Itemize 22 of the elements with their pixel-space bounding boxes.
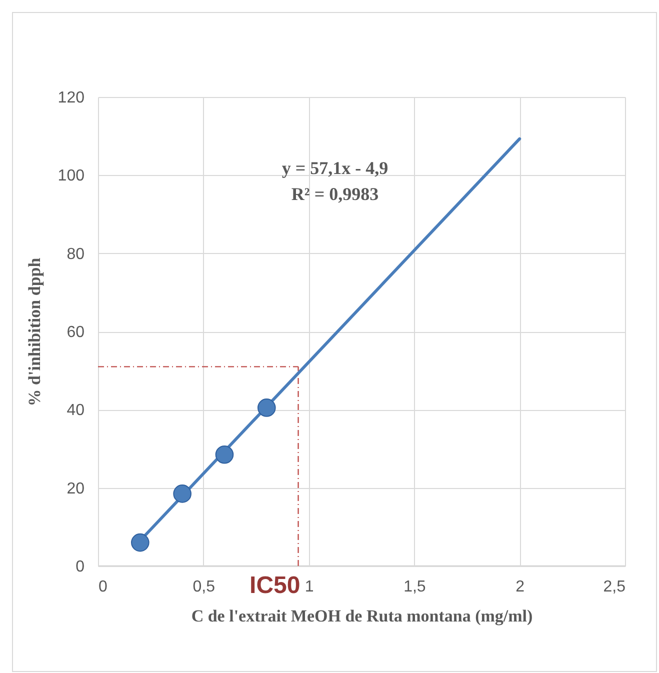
- x-tick-label: 0,5: [192, 578, 216, 596]
- point: [215, 445, 234, 464]
- point: [131, 533, 150, 552]
- x-tick-label: 1,5: [404, 578, 426, 596]
- point: [173, 484, 192, 503]
- x-tick-label: 2,5: [603, 578, 626, 596]
- y-tick-label: 60: [66, 324, 85, 341]
- y-tick-label: 20: [66, 480, 85, 498]
- y-tick-label: 40: [66, 402, 85, 420]
- x-tick-label: 1: [304, 578, 314, 596]
- x-tick-label: 0: [98, 578, 108, 596]
- y-axis-title: % d'inhibition dpph: [24, 257, 44, 406]
- ref-line-label: IC50: [250, 572, 300, 599]
- x-axis-title: C de l'extrait MeOH de Ruta montana (mg/ml): [191, 606, 533, 626]
- y-tick-label: 80: [66, 246, 85, 263]
- y-tick-label: 120: [58, 90, 85, 106]
- point: [257, 398, 276, 417]
- x-tick-label: 2: [516, 578, 525, 596]
- y-tick-label: 100: [58, 168, 85, 185]
- annotation: R² = 0,9983: [291, 184, 379, 204]
- y-tick-label: 0: [76, 558, 85, 576]
- annotation: y = 57,1x - 4,9: [282, 158, 388, 178]
